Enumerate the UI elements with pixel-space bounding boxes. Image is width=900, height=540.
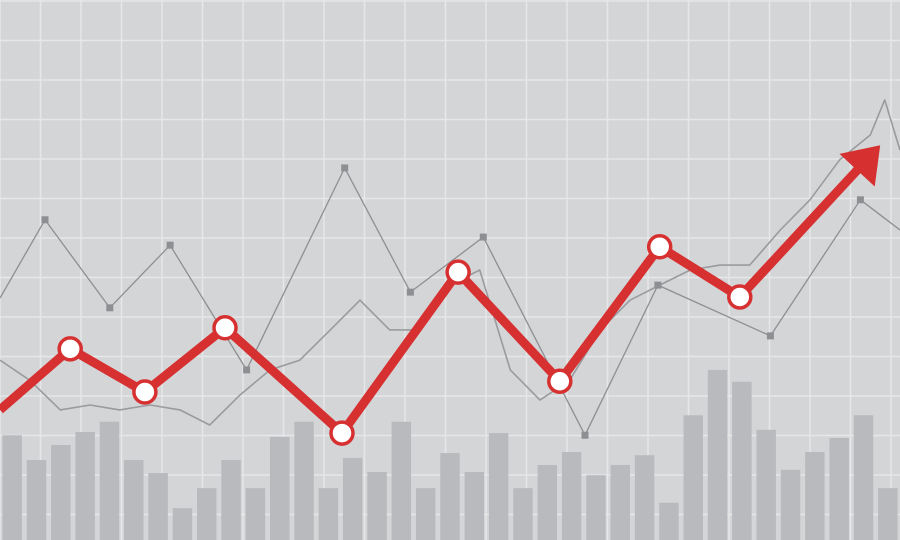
bar [707,369,728,540]
bar [610,464,630,540]
bar [270,436,290,540]
bar [634,455,655,540]
point-marker [406,288,414,296]
bar [172,508,193,540]
point-marker [581,431,589,439]
bar [124,460,144,540]
bar [683,415,703,540]
bar [780,469,801,540]
bar [829,437,849,540]
bar [245,488,266,540]
bar [99,421,120,540]
point-marker [654,281,662,289]
bar [221,460,241,540]
bar [2,435,22,540]
bar [197,488,217,540]
bar [853,415,874,540]
bar [391,421,412,540]
point-marker [646,234,673,260]
bar [367,471,387,540]
bar [756,429,776,540]
bar [26,460,47,540]
bar [415,488,436,540]
bar [342,457,363,540]
point-marker [57,336,83,362]
bar [75,432,95,540]
bar [878,488,898,540]
point-marker [445,259,471,285]
bar [513,488,533,540]
point-marker [766,332,774,340]
bar [51,444,71,540]
point-marker [341,164,349,172]
bar [488,433,509,540]
bar [586,475,606,540]
point-marker [106,304,114,312]
bar [294,421,314,540]
arrow-head [839,145,881,187]
bar [537,464,558,540]
point-marker [856,196,864,204]
bar [561,451,582,540]
bar [805,451,825,540]
point-marker [243,366,251,374]
bar [440,453,460,540]
point-marker [41,216,49,224]
bar [318,488,339,540]
bar [464,471,485,540]
point-marker [727,284,753,310]
point-marker [166,241,174,249]
bar [659,502,679,540]
point-marker [329,420,355,446]
point-marker [547,368,573,394]
bar [148,473,168,540]
point-marker [479,233,487,241]
point-marker [132,379,158,405]
point-marker [212,315,238,341]
series-line [0,164,864,438]
bar [732,381,752,540]
